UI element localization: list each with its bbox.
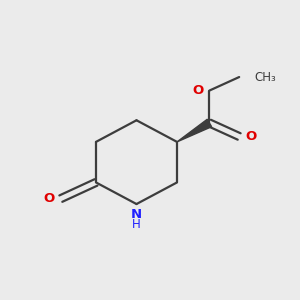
Text: H: H <box>132 218 141 231</box>
Text: O: O <box>44 192 55 205</box>
Text: CH₃: CH₃ <box>254 70 276 83</box>
Text: O: O <box>193 84 204 97</box>
Polygon shape <box>177 119 212 142</box>
Text: N: N <box>131 208 142 221</box>
Text: O: O <box>246 130 257 143</box>
